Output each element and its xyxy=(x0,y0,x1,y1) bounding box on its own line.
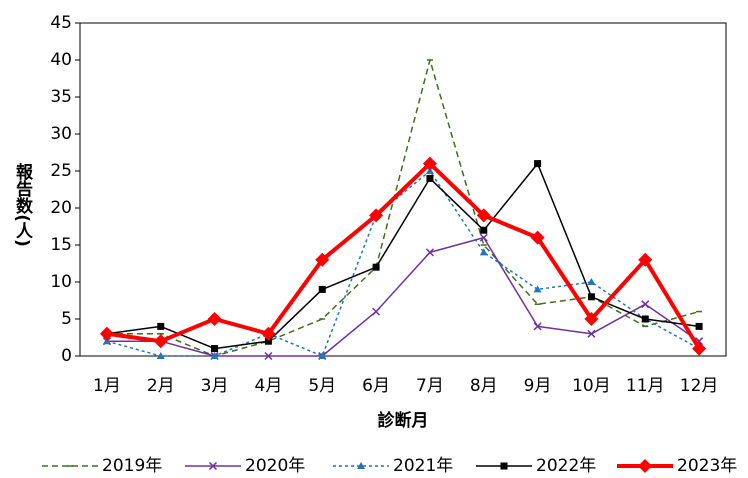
data-point xyxy=(372,263,380,271)
y-tick-label: 15 xyxy=(50,235,72,255)
series-line xyxy=(106,162,700,350)
legend-marker xyxy=(638,459,652,473)
data-point xyxy=(264,337,272,345)
data-point xyxy=(695,322,703,330)
y-tick-label: 0 xyxy=(61,346,72,366)
series-line xyxy=(106,170,700,357)
x-tick-label: 4月 xyxy=(255,376,283,396)
y-tick-label: 20 xyxy=(50,198,72,218)
y-tick-label: 10 xyxy=(50,272,72,292)
data-point xyxy=(641,300,650,309)
data-point xyxy=(480,226,488,234)
data-point xyxy=(584,312,599,326)
y-tick-label: 40 xyxy=(50,50,72,70)
data-point xyxy=(587,278,596,285)
legend-marker xyxy=(357,462,365,469)
data-point xyxy=(479,248,488,256)
x-tick-label: 2月 xyxy=(147,376,175,396)
x-tick-label: 3月 xyxy=(201,376,229,396)
data-point xyxy=(264,351,273,361)
data-point xyxy=(318,285,326,293)
x-axis-title: 診断月 xyxy=(378,410,429,431)
legend-label: 2019年 xyxy=(102,456,162,476)
data-point xyxy=(426,174,434,182)
legend-label: 2023年 xyxy=(677,456,737,476)
data-point xyxy=(587,293,595,301)
data-point xyxy=(210,352,219,359)
series-line xyxy=(106,161,701,350)
data-point xyxy=(638,252,653,267)
data-point xyxy=(207,312,222,326)
y-tick-label: 25 xyxy=(50,161,72,181)
data-point xyxy=(530,230,545,245)
x-tick-label: 12月 xyxy=(680,376,719,396)
data-point xyxy=(315,252,330,267)
data-point xyxy=(156,352,165,359)
data-point xyxy=(641,315,649,323)
x-tick-label: 5月 xyxy=(308,376,336,396)
data-point xyxy=(533,322,542,331)
data-point xyxy=(587,329,596,338)
legend-label: 2020年 xyxy=(245,456,305,476)
x-tick-label: 10月 xyxy=(572,376,611,396)
y-tick-label: 45 xyxy=(50,13,72,33)
data-point xyxy=(318,352,327,359)
x-tick-label: 6月 xyxy=(362,376,390,396)
data-point xyxy=(99,326,114,341)
data-point xyxy=(422,156,437,171)
data-point xyxy=(533,285,542,293)
x-tick-label: 8月 xyxy=(470,376,498,396)
data-point xyxy=(261,326,276,341)
x-tick-label: 9月 xyxy=(524,376,552,396)
series-line xyxy=(106,59,700,357)
y-axis-title: 報告数(人) xyxy=(12,162,33,247)
legend-marker xyxy=(500,462,508,470)
data-point xyxy=(153,334,168,349)
data-point xyxy=(372,307,381,316)
legend-label: 2022年 xyxy=(536,456,596,476)
legend-label: 2021年 xyxy=(393,456,453,476)
plot-frame xyxy=(79,22,727,357)
x-tick-label: 1月 xyxy=(93,376,121,396)
y-tick-label: 30 xyxy=(50,124,72,144)
x-tick-label: 7月 xyxy=(416,376,444,396)
series-line xyxy=(106,236,700,357)
y-tick-label: 5 xyxy=(61,309,72,329)
data-point xyxy=(157,322,165,330)
data-point xyxy=(425,248,434,257)
x-tick-label: 11月 xyxy=(626,376,665,396)
data-point xyxy=(476,208,491,223)
data-point xyxy=(692,341,707,356)
data-point xyxy=(534,160,542,168)
data-point xyxy=(211,345,219,353)
legend-marker xyxy=(208,461,218,471)
y-tick-label: 35 xyxy=(50,87,72,107)
data-point xyxy=(369,208,384,223)
data-point xyxy=(479,233,488,242)
